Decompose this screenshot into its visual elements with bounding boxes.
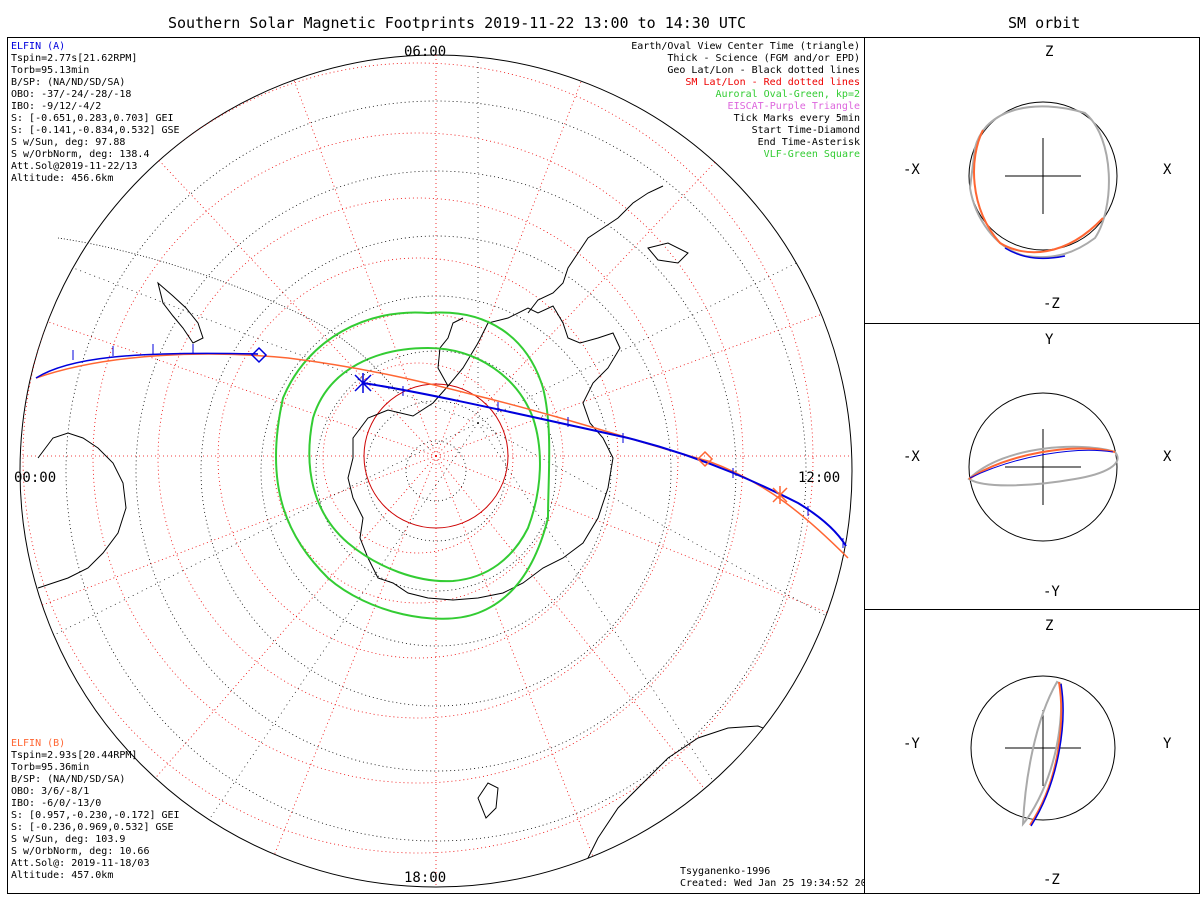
elfin-a-line: S: [-0.651,0.283,0.703] GEI — [11, 113, 174, 124]
elfin-b-line: S w/OrbNorm, deg: 10.66 — [11, 846, 150, 857]
elfin-b-line: B/SP: (NA/ND/SD/SA) — [11, 774, 126, 785]
elfin-a-line: S: [-0.141,-0.834,0.532] GSE — [11, 125, 180, 136]
geo-track — [57, 237, 399, 394]
elfin-a-track — [35, 352, 259, 379]
legend-item: Start Time-Diamond — [751, 125, 860, 136]
footprint-map — [19, 54, 853, 888]
australia-coast — [37, 432, 127, 589]
track-tick-marks — [72, 344, 844, 548]
legend-item: EISCAT-Purple Triangle — [727, 101, 860, 112]
new-zealand-coast — [157, 281, 204, 344]
footer-model: Tsyganenko-1996 — [680, 866, 771, 877]
indonesia-coast — [647, 242, 689, 264]
legend-item: End Time-Asterisk — [757, 137, 860, 148]
clock-label-left: 00:00 — [14, 470, 57, 486]
legend-item: Tick Marks every 5min — [733, 113, 860, 124]
antarctic-peninsula — [437, 317, 464, 387]
elfin-b-name: ELFIN (B) — [11, 738, 66, 749]
orbit-xy-right: X — [1163, 449, 1172, 465]
legend-item: Thick - Science (FGM and/or EPD) — [667, 53, 860, 64]
orbit-xy-top: Y — [1045, 332, 1054, 348]
elfin-a-end-asterisk — [354, 373, 372, 393]
orbit-panel-xy: Y -Y -X X — [864, 323, 1200, 610]
elfin-b-end-asterisk — [772, 486, 788, 504]
legend-item: VLF-Green Square — [763, 149, 860, 160]
orbit-xy-left: -X — [903, 449, 920, 465]
legend: Earth/Oval View Center Time (triangle) T… — [631, 41, 860, 161]
elfin-a-start-diamond — [250, 346, 268, 364]
clock-label-top: 06:00 — [404, 44, 447, 60]
elfin-a-line: Att.Sol@2019-11-22/13 — [11, 161, 138, 172]
elfin-a-line: Torb=95.13min — [11, 65, 90, 76]
sm-lat-grid — [22, 62, 814, 854]
elfin-a-line: IBO: -9/12/-4/2 — [11, 101, 102, 112]
orbit-yz-left: -Y — [903, 736, 920, 752]
antarctica-coast — [347, 305, 621, 601]
orbit-plot-xy — [967, 392, 1119, 542]
elfin-b-info: ELFIN (B) Tspin=2.93s[20.44RPM] Torb=95.… — [11, 738, 180, 882]
orbit-plot-xz — [968, 101, 1118, 260]
elfin-b-line: Tspin=2.93s[20.44RPM] — [11, 750, 138, 761]
elfin-b-start-diamond — [696, 450, 714, 468]
elfin-b-line: S: [-0.236,0.969,0.532] GSE — [11, 822, 174, 833]
orbit-xy-bottom: -Y — [1043, 584, 1060, 600]
elfin-a-line: Tspin=2.77s[21.62RPM] — [11, 53, 138, 64]
auroral-oval-outer — [275, 311, 551, 620]
legend-item: SM Lat/Lon - Red dotted lines — [685, 77, 860, 88]
legend-item: Earth/Oval View Center Time (triangle) — [631, 41, 860, 52]
orbit-plot-yz — [970, 675, 1116, 827]
orbit-xz-bottom: -Z — [1043, 296, 1060, 312]
orbit-xz-left: -X — [903, 162, 920, 178]
elfin-b-line: Torb=95.36min — [11, 762, 90, 773]
elfin-a-line: S w/Sun, deg: 97.88 — [11, 137, 126, 148]
legend-item: Geo Lat/Lon - Black dotted lines — [667, 65, 860, 76]
elfin-b-line: Altitude: 457.0km — [11, 870, 114, 881]
elfin-a-line: Altitude: 456.6km — [11, 173, 114, 184]
orbit-xz-top: Z — [1045, 44, 1054, 60]
orbit-yz-top: Z — [1045, 618, 1054, 634]
clock-label-right: 12:00 — [798, 470, 841, 486]
orbit-yz-right: Y — [1163, 736, 1172, 752]
elfin-b-line: IBO: -6/0/-13/0 — [11, 798, 102, 809]
footer: Tsyganenko-1996 Created: Wed Jan 25 19:3… — [680, 866, 879, 890]
orbit-yz-bottom: -Z — [1043, 872, 1060, 888]
sm-lon-grid — [20, 55, 852, 887]
elfin-a-line: OBO: -37/-24/-28/-18 — [11, 89, 132, 100]
south-america-coast — [527, 185, 664, 314]
clock-label-bottom: 18:00 — [404, 870, 447, 886]
auroral-oval-inner — [308, 346, 541, 583]
elfin-b-line: OBO: 3/6/-8/1 — [11, 786, 90, 797]
page-title: Southern Solar Magnetic Footprints 2019-… — [168, 14, 746, 32]
elfin-a-info: ELFIN (A) Tspin=2.77s[21.62RPM] Torb=95.… — [11, 41, 180, 185]
orbit-panel-yz: Z -Z -Y Y — [864, 609, 1200, 894]
elfin-a-line: B/SP: (NA/ND/SD/SA) — [11, 77, 126, 88]
map-panel: 06:00 00:00 12:00 18:00 ELFIN (A) Tspin=… — [7, 37, 879, 894]
elfin-a-track-science — [362, 382, 847, 547]
earth-limb — [19, 54, 853, 888]
elfin-a-line: S w/OrbNorm, deg: 138.4 — [11, 149, 150, 160]
elfin-a-name: ELFIN (A) — [11, 41, 66, 52]
elfin-b-line: S: [0.957,-0.230,-0.172] GEI — [11, 810, 180, 821]
orbit-title: SM orbit — [1008, 14, 1081, 32]
legend-item: Auroral Oval-Green, kp=2 — [715, 89, 861, 100]
footer-created: Created: Wed Jan 25 19:34:52 2023 — [680, 878, 879, 889]
elfin-b-line: Att.Sol@: 2019-11-18/03 — [11, 858, 150, 869]
elfin-b-line: S w/Sun, deg: 103.9 — [11, 834, 126, 845]
madagascar-coast — [477, 782, 499, 819]
orbit-xz-right: X — [1163, 162, 1172, 178]
orbit-panel-xz: Z -Z -X X — [864, 37, 1200, 324]
